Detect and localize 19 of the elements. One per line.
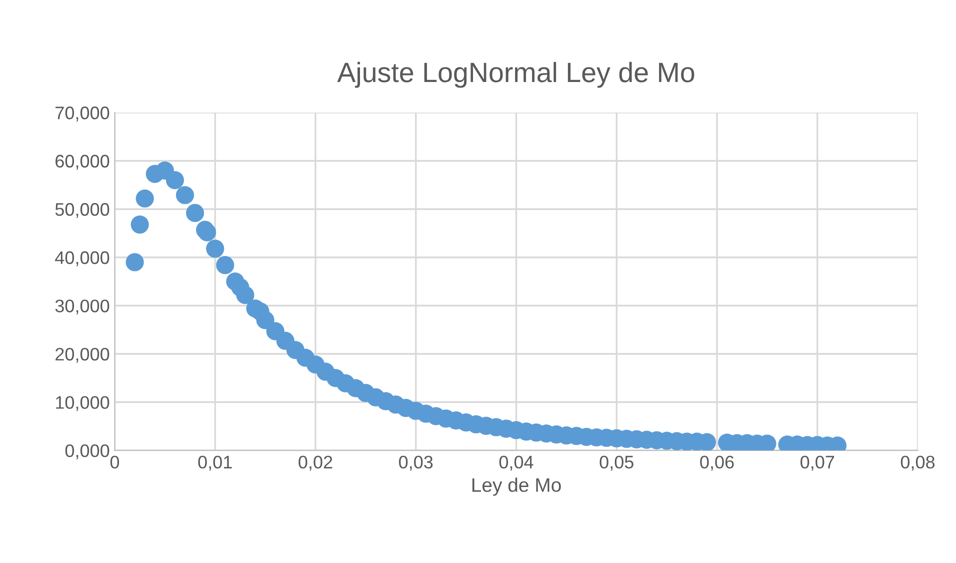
x-tick-label: 0,08 [900, 456, 935, 471]
x-tick-label: 0,07 [800, 456, 834, 471]
x-tick-label: 0,05 [600, 456, 634, 471]
chart-title: Ajuste LogNormal Ley de Mo [337, 62, 694, 88]
x-tick-label: 0,06 [700, 456, 734, 471]
y-tick-label: 10,000 [56, 396, 110, 411]
x-tick-label: 0 [110, 456, 120, 469]
x-tick-label: 0,01 [198, 456, 232, 471]
y-tick-label: 40,000 [55, 251, 110, 266]
x-tick-label: 0,04 [499, 456, 534, 471]
x-tick-label: 0,03 [398, 456, 433, 471]
y-tick-label: 60,000 [56, 154, 110, 170]
x-tick-label: 0,02 [298, 456, 332, 471]
y-tick-label: 70,000 [56, 106, 110, 122]
y-tick-label: 50,000 [55, 203, 110, 218]
y-tick-label: 30,000 [55, 300, 110, 314]
x-axis-title: Ley de Mo [472, 478, 561, 496]
y-tick-label: 0,000 [65, 444, 110, 460]
y-tick-label: 20,000 [56, 348, 110, 363]
